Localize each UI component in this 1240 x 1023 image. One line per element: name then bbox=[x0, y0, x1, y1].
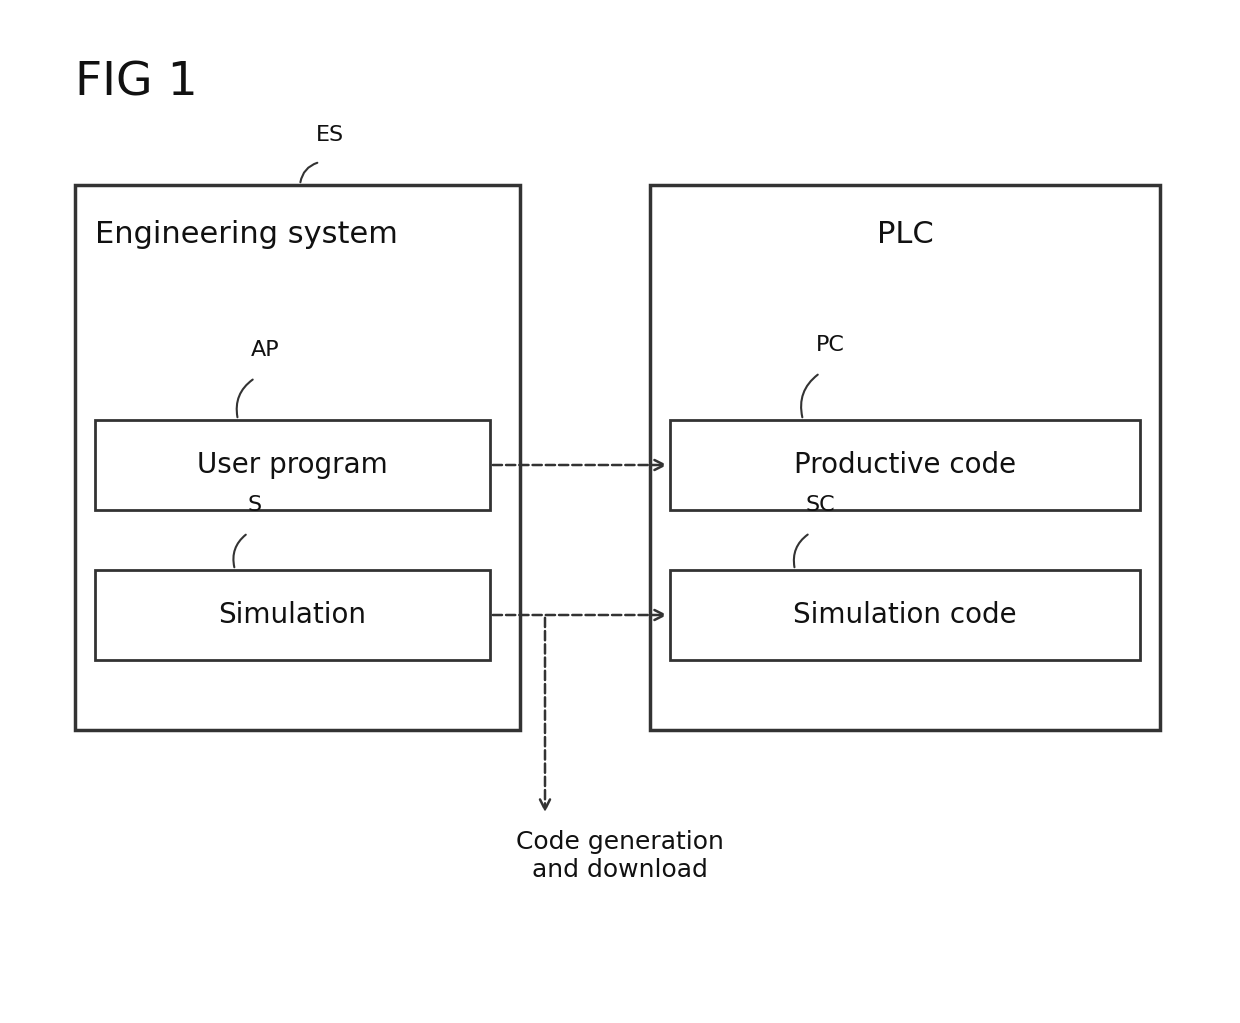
Text: PLC: PLC bbox=[877, 220, 934, 249]
Text: PC: PC bbox=[816, 335, 844, 355]
Text: AP: AP bbox=[250, 340, 279, 360]
Bar bbox=[95, 570, 490, 660]
Text: ES: ES bbox=[316, 125, 343, 145]
Bar bbox=[670, 570, 1140, 660]
Bar bbox=[670, 420, 1140, 510]
Text: Engineering system: Engineering system bbox=[95, 220, 398, 249]
Text: Simulation code: Simulation code bbox=[794, 601, 1017, 629]
Text: FIG 1: FIG 1 bbox=[74, 60, 197, 105]
Bar bbox=[74, 185, 520, 730]
Bar bbox=[95, 420, 490, 510]
Text: S: S bbox=[248, 495, 262, 515]
Text: User program: User program bbox=[197, 451, 388, 479]
Text: Productive code: Productive code bbox=[794, 451, 1016, 479]
Text: SC: SC bbox=[805, 495, 835, 515]
Bar bbox=[650, 185, 1159, 730]
Text: Simulation: Simulation bbox=[218, 601, 367, 629]
Text: Code generation
and download: Code generation and download bbox=[516, 830, 724, 882]
